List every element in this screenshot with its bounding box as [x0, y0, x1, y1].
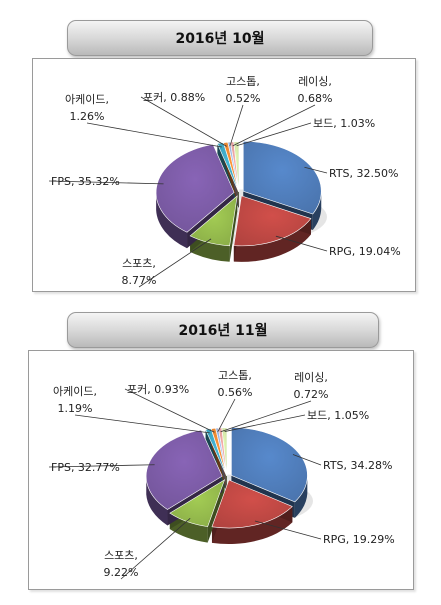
leader-line-레이싱 [232, 104, 316, 147]
leader-line-RPG [275, 235, 328, 252]
leader-line-RTS [292, 454, 322, 466]
pie-slice-보드 [221, 427, 228, 476]
pie-slice-RTS [242, 141, 322, 215]
pie-slice-RPG [211, 479, 293, 529]
chart-title-text: 2016년 11월 [178, 323, 268, 339]
pie-slice-side-RPG [233, 218, 311, 262]
pie-chart-october-svg: RTS, 32.50% RPG, 19.04% 스포츠, 8.77% FPS, 35.3… [48, 75, 401, 288]
leader-line-FPS [48, 464, 155, 468]
pie-slice-FPS [145, 429, 223, 510]
pie-slice-side-RTS [312, 191, 322, 231]
slice-label-RPG: RPG, 19.04% [329, 245, 401, 258]
leader-line-FPS [48, 180, 164, 185]
pie-slice-RPG [233, 195, 312, 247]
slice-label-스포츠: 스포츠, 9.22% [104, 549, 139, 579]
slice-label-고스톱: 고스톱, 0.56% [218, 369, 253, 399]
slice-label-고스톱: 고스톱, 0.52% [226, 75, 261, 105]
pie-slice-side-RPG [211, 506, 293, 545]
leader-line-스포츠 [120, 517, 191, 580]
leader-line-아케이드 [86, 122, 222, 148]
pie-slice-side-FPS [156, 194, 188, 249]
slice-label-아케이드: 아케이드, 1.26% [65, 93, 109, 123]
slice-label-FPS: FPS, 35.32% [51, 175, 120, 188]
pie-slice-side-FPS [146, 478, 168, 526]
leader-line-고스톱 [217, 398, 236, 433]
slice-label-스포츠: 스포츠, 8.77% [122, 257, 157, 287]
slice-label-아케이드: 아케이드, 1.19% [53, 385, 97, 415]
leader-line-보드 [224, 414, 306, 432]
slice-label-RTS: RTS, 32.50% [329, 167, 398, 180]
leader-line-포커 [124, 388, 215, 433]
leader-line-고스톱 [229, 104, 244, 147]
slice-label-레이싱: 레이싱, 0.72% [294, 371, 329, 401]
pie-slice-스포츠 [189, 195, 238, 247]
slice-label-FPS: FPS, 32.77% [51, 461, 120, 474]
pie-slice-side-RTS [294, 477, 308, 518]
pie-slice-FPS [155, 143, 235, 233]
pie-chart-october: RTS, 32.50% RPG, 19.04% 스포츠, 8.77% FPS, 35.3… [32, 58, 416, 292]
pie-slice-스포츠 [169, 479, 226, 527]
pie-chart-november: RTS, 34.28% RPG, 19.29% 스포츠, 9.22% FPS, 32.7… [28, 350, 414, 590]
leader-line-포커 [140, 96, 227, 147]
chart-title-november: 2016년 11월 [67, 312, 379, 348]
pie-chart-november-svg: RTS, 34.28% RPG, 19.29% 스포츠, 9.22% FPS, 32.7… [48, 369, 395, 580]
chart-title-october: 2016년 10월 [67, 20, 373, 56]
slice-label-보드: 보드, 1.03% [313, 117, 375, 130]
leader-line-RPG [254, 520, 322, 540]
slice-label-레이싱: 레이싱, 0.68% [298, 75, 333, 105]
slice-label-포커: 포커, 0.93% [127, 383, 189, 396]
slice-label-포커: 포커, 0.88% [143, 91, 205, 104]
leader-line-아케이드 [74, 414, 210, 434]
slice-label-RTS: RTS, 34.28% [323, 459, 392, 472]
pie-slice-RTS [231, 427, 308, 503]
slice-label-RPG: RPG, 19.29% [323, 533, 395, 546]
leader-line-RTS [304, 166, 328, 174]
leader-line-레이싱 [220, 400, 312, 433]
leader-line-보드 [236, 122, 312, 147]
slice-label-보드: 보드, 1.05% [307, 409, 369, 422]
pie-slice-보드 [233, 141, 240, 192]
chart-title-text: 2016년 10월 [175, 31, 265, 47]
leader-line-스포츠 [138, 238, 212, 288]
